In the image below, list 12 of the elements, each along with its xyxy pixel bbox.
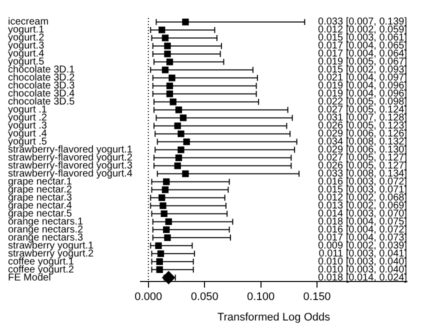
point [166,58,174,66]
x-tick-label: 0.000 [134,291,162,304]
point [164,42,171,50]
point [182,18,189,26]
point [164,50,171,58]
point [158,26,166,34]
point [162,34,169,42]
x-tick-label: 0.050 [190,291,218,304]
x-axis-title: Transformed Log Odds [217,311,331,324]
x-tick-label: 0.100 [247,291,275,304]
x-tick-label: 0.150 [303,291,331,304]
annotation: 0.018 [0.014, 0.024] [318,272,408,284]
